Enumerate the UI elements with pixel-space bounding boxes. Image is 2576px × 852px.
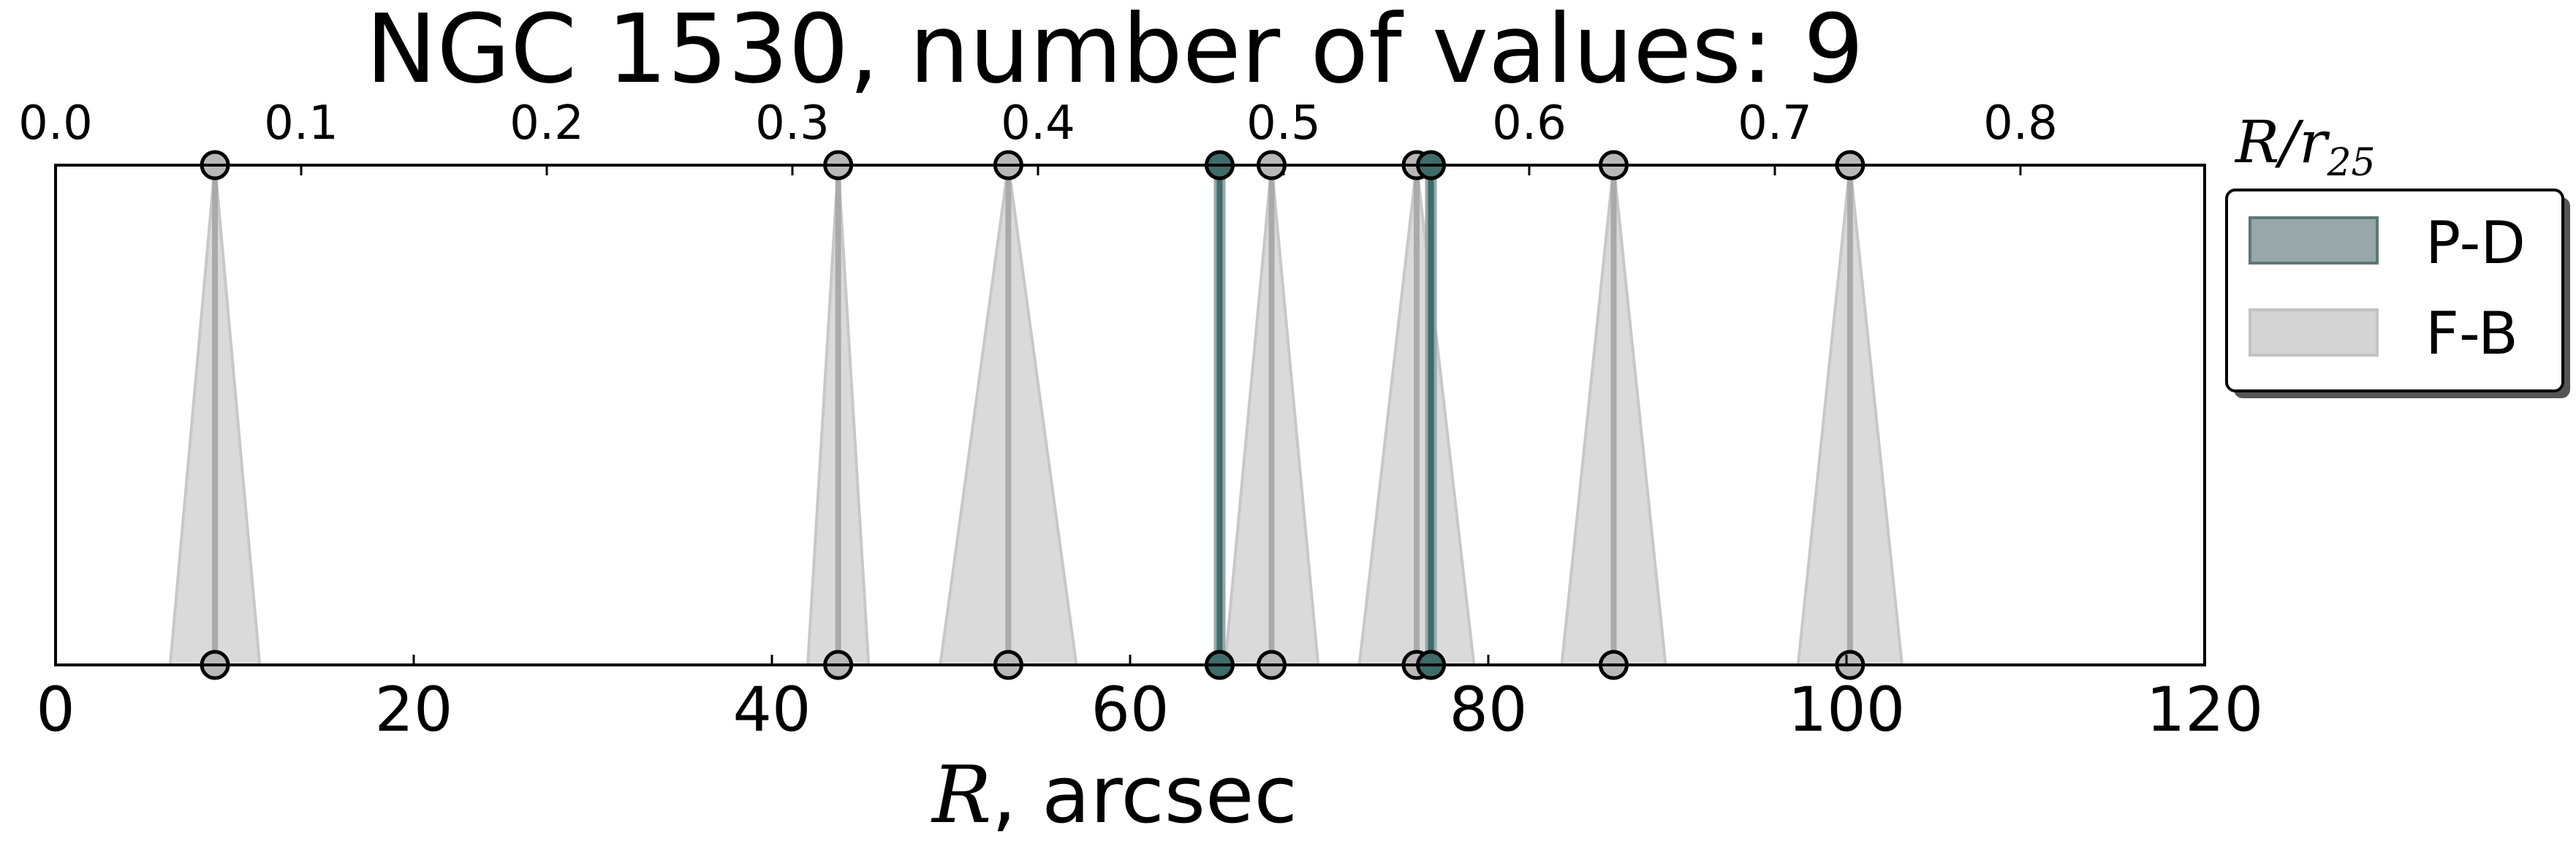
x-axis-label: R, arcsec	[931, 750, 1298, 841]
legend-label-pd: P-D	[2425, 209, 2526, 277]
plot-marks	[168, 150, 1904, 680]
x-tick-label: 20	[375, 674, 453, 745]
top-axis: 0.0 0.1 0.2 0.3 0.4 0.5 0.6 0.7 0.8	[18, 96, 2058, 175]
top-tick-label: 0.2	[509, 96, 584, 151]
x-tick-label: 60	[1091, 674, 1170, 745]
top-tick-label: 0.0	[18, 96, 93, 151]
top-tick-label: 0.5	[1246, 96, 1321, 151]
top-axis-label-sub: 25	[2326, 141, 2375, 185]
chart-title: NGC 1530, number of values: 9	[365, 0, 1864, 104]
top-tick-label: 0.8	[1983, 96, 2058, 151]
top-axis-label-main: R/r	[2234, 108, 2330, 176]
legend-swatch-pd	[2249, 216, 2379, 265]
top-tick-label: 0.7	[1738, 96, 1812, 151]
x-tick-label: 100	[1788, 674, 1905, 745]
bottom-axis: 0 20 40 60 80 100 120	[36, 655, 2263, 745]
x-tick-label: 0	[36, 674, 75, 745]
x-tick-label: 120	[2146, 674, 2263, 745]
legend-swatch-fb	[2249, 308, 2379, 357]
legend-label-fb: F-B	[2425, 300, 2518, 368]
top-axis-label: R/r25	[2234, 108, 2376, 185]
legend: P-D F-B	[2225, 189, 2570, 398]
x-axis-label-symbol: R	[931, 750, 991, 841]
x-axis-label-unit: , arcsec	[991, 750, 1297, 841]
top-tick-label: 0.1	[264, 96, 338, 151]
top-tick-label: 0.6	[1492, 96, 1567, 151]
top-tick-label: 0.4	[1001, 96, 1075, 151]
x-tick-label: 80	[1450, 674, 1528, 745]
top-tick-label: 0.3	[755, 96, 830, 151]
x-tick-label: 40	[733, 674, 811, 745]
